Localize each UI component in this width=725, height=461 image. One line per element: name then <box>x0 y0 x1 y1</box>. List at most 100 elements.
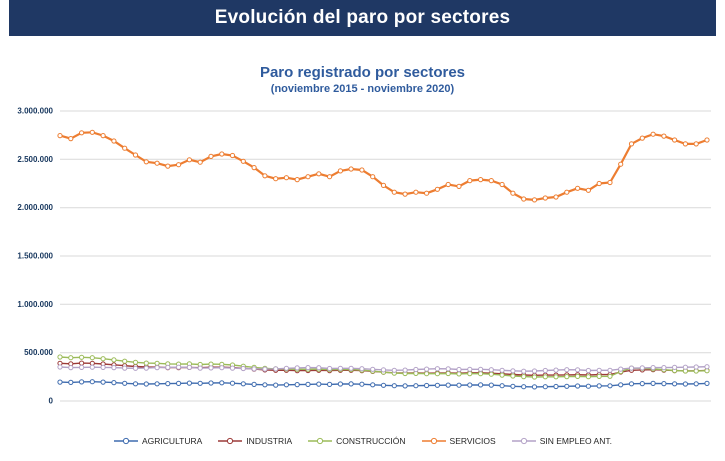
data-point-marker-sin-empleo-ant <box>240 365 246 372</box>
data-point-marker-agricultura <box>499 383 505 389</box>
data-point-marker-agricultura <box>111 380 117 386</box>
data-point-marker-servicios <box>639 135 645 141</box>
data-point-marker-servicios <box>57 133 63 139</box>
data-point-marker-servicios <box>154 160 160 166</box>
data-point-marker-agricultura <box>305 381 311 387</box>
data-point-marker-agricultura <box>262 382 268 388</box>
data-point-marker-construccion <box>488 371 494 377</box>
data-point-marker-sin-empleo-ant <box>531 368 538 374</box>
data-point-marker-sin-empleo-ant <box>478 366 484 372</box>
data-point-marker-servicios <box>467 178 473 184</box>
data-point-marker-servicios <box>197 159 203 165</box>
data-point-marker-servicios <box>240 158 246 164</box>
data-point-marker-construccion <box>79 354 85 360</box>
legend-label: SERVICIOS <box>449 436 496 446</box>
data-point-marker-agricultura <box>521 384 527 390</box>
data-point-marker-sin-empleo-ant <box>413 366 419 373</box>
data-point-marker-servicios <box>434 186 440 192</box>
data-point-marker-construccion <box>122 358 128 364</box>
data-point-marker-construccion <box>478 371 484 377</box>
data-point-marker-servicios <box>111 138 117 144</box>
legend-line-marker-icon <box>421 437 446 445</box>
data-point-marker-agricultura <box>359 381 365 387</box>
data-point-marker-agricultura <box>176 380 182 386</box>
chart-subtitle: (noviembre 2015 - noviembre 2020) <box>270 83 455 95</box>
legend-label: SIN EMPLEO ANT. <box>539 436 612 446</box>
data-point-marker-agricultura <box>186 380 192 386</box>
data-point-marker-servicios <box>176 162 182 168</box>
data-point-marker-agricultura <box>283 382 289 388</box>
data-point-marker-sin-empleo-ant <box>68 365 74 371</box>
data-point-marker-sin-empleo-ant <box>122 365 128 371</box>
data-point-marker-sin-empleo-ant <box>89 364 95 370</box>
data-point-marker-agricultura <box>445 382 451 388</box>
data-point-marker-sin-empleo-ant <box>186 364 192 370</box>
data-point-marker-agricultura <box>348 381 354 387</box>
data-point-marker-servicios <box>402 191 408 197</box>
data-point-marker-sin-empleo-ant <box>661 365 667 371</box>
data-point-marker-construccion <box>111 357 117 363</box>
data-point-marker-agricultura <box>273 382 279 388</box>
data-point-marker-servicios <box>229 152 236 159</box>
data-point-marker-agricultura <box>478 382 484 388</box>
data-point-marker-servicios <box>693 141 699 147</box>
data-point-marker-sin-empleo-ant <box>57 364 63 370</box>
data-point-marker-construccion <box>57 354 63 360</box>
data-point-marker-servicios <box>219 151 225 157</box>
data-point-marker-sin-empleo-ant <box>305 365 311 371</box>
data-point-marker-agricultura <box>467 382 473 388</box>
data-point-marker-construccion <box>542 374 548 380</box>
data-point-marker-agricultura <box>57 379 63 385</box>
y-axis-tick-label: 500.000 <box>24 348 53 357</box>
data-point-marker-agricultura <box>542 384 548 390</box>
data-point-marker-agricultura <box>370 382 376 388</box>
data-point-marker-sin-empleo-ant <box>370 366 376 372</box>
data-point-marker-sin-empleo-ant <box>693 364 699 370</box>
data-point-marker-agricultura <box>132 381 139 387</box>
legend-line-marker-icon <box>308 437 333 445</box>
data-point-marker-sin-empleo-ant <box>682 364 689 370</box>
legend-item-servicios: SERVICIOS <box>421 436 496 446</box>
data-point-marker-servicios <box>79 130 85 136</box>
data-point-marker-agricultura <box>165 381 171 387</box>
data-point-marker-sin-empleo-ant <box>176 364 182 370</box>
data-point-marker-agricultura <box>219 380 225 386</box>
data-point-marker-sin-empleo-ant <box>564 367 570 373</box>
data-point-marker-agricultura <box>434 382 440 388</box>
data-point-marker-agricultura <box>488 382 494 388</box>
data-point-marker-construccion <box>143 360 149 366</box>
data-point-marker-sin-empleo-ant <box>219 365 225 371</box>
data-point-marker-servicios <box>305 174 311 180</box>
data-point-marker-sin-empleo-ant <box>542 367 548 374</box>
data-point-marker-servicios <box>510 190 516 196</box>
data-point-marker-construccion <box>467 371 473 377</box>
data-point-marker-sin-empleo-ant <box>391 367 397 373</box>
data-point-marker-agricultura <box>240 381 246 387</box>
data-point-marker-sin-empleo-ant <box>402 367 408 373</box>
data-point-marker-construccion <box>596 373 602 379</box>
data-point-marker-sin-empleo-ant <box>628 365 635 371</box>
data-point-marker-construccion <box>521 374 527 380</box>
data-point-marker-sin-empleo-ant <box>521 368 527 374</box>
legend-line-marker-icon <box>511 437 536 445</box>
data-point-marker-agricultura <box>413 383 419 389</box>
y-axis-tick-label: 1.500.000 <box>17 252 53 261</box>
data-point-marker-servicios <box>488 178 494 184</box>
data-point-marker-industria <box>79 360 85 366</box>
data-point-marker-servicios <box>89 129 95 135</box>
data-point-marker-servicios <box>391 189 397 195</box>
data-point-marker-sin-empleo-ant <box>197 365 203 371</box>
data-point-marker-servicios <box>380 182 387 189</box>
legend-item-agricultura: AGRICULTURA <box>113 436 202 446</box>
data-point-marker-sin-empleo-ant <box>380 367 387 373</box>
data-point-marker-construccion <box>445 370 451 377</box>
data-point-marker-agricultura <box>693 381 699 387</box>
data-point-marker-servicios <box>607 179 613 186</box>
data-point-marker-agricultura <box>661 381 667 387</box>
data-point-marker-construccion <box>89 355 95 361</box>
data-point-marker-agricultura <box>553 383 559 390</box>
data-point-marker-sin-empleo-ant <box>575 367 581 373</box>
data-point-marker-agricultura <box>380 382 387 388</box>
data-point-marker-construccion <box>499 372 505 378</box>
data-point-marker-sin-empleo-ant <box>596 367 602 373</box>
